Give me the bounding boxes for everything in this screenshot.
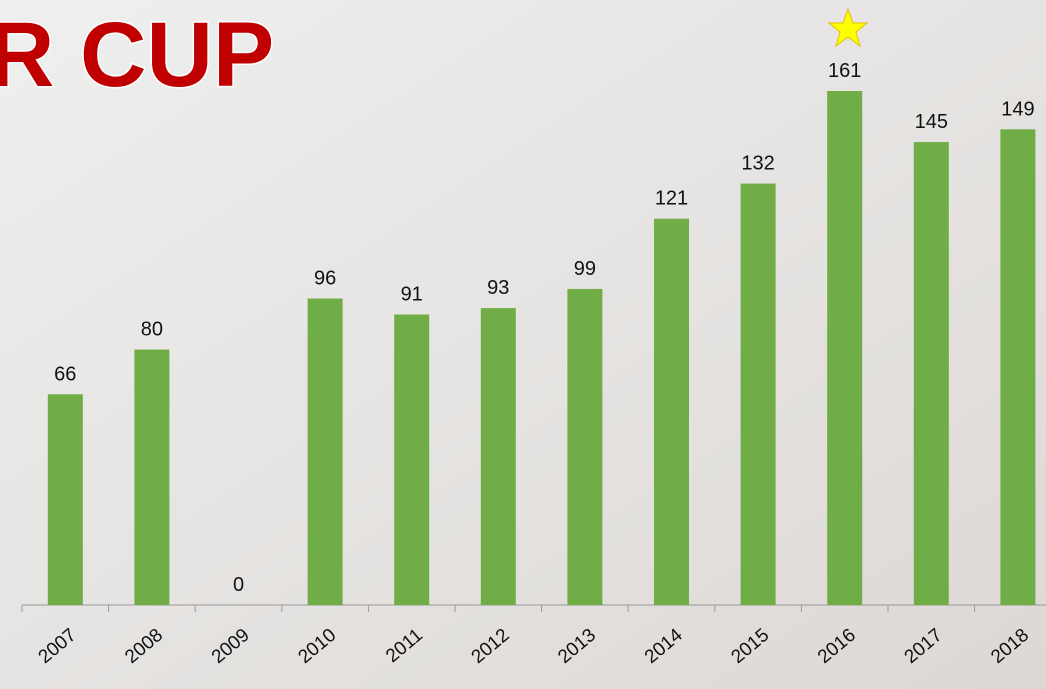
data-label: 161 [828,60,861,82]
data-label: 66 [54,363,76,385]
data-label: 149 [1001,98,1034,120]
chart: R CUP 6620078020080200996201091201193201… [0,0,1046,689]
page: R CUP 6620078020080200996201091201193201… [0,0,1046,689]
data-label: 96 [314,268,336,290]
data-label: 132 [741,153,774,175]
data-label: 99 [574,258,596,280]
bar [134,350,169,605]
bar [308,299,343,605]
data-label: 93 [487,277,509,299]
data-label: 91 [401,283,423,305]
data-label: 0 [233,574,244,596]
bar [394,314,429,605]
bar [481,308,516,605]
bar [1000,129,1035,605]
bar [48,394,83,605]
data-label: 121 [655,188,688,210]
bar [827,91,862,605]
bar [914,142,949,605]
chart-title: R CUP [0,4,274,106]
data-label: 145 [915,111,948,133]
bar [567,289,602,605]
bar [741,184,776,605]
data-label: 80 [141,319,163,341]
bar [654,219,689,605]
